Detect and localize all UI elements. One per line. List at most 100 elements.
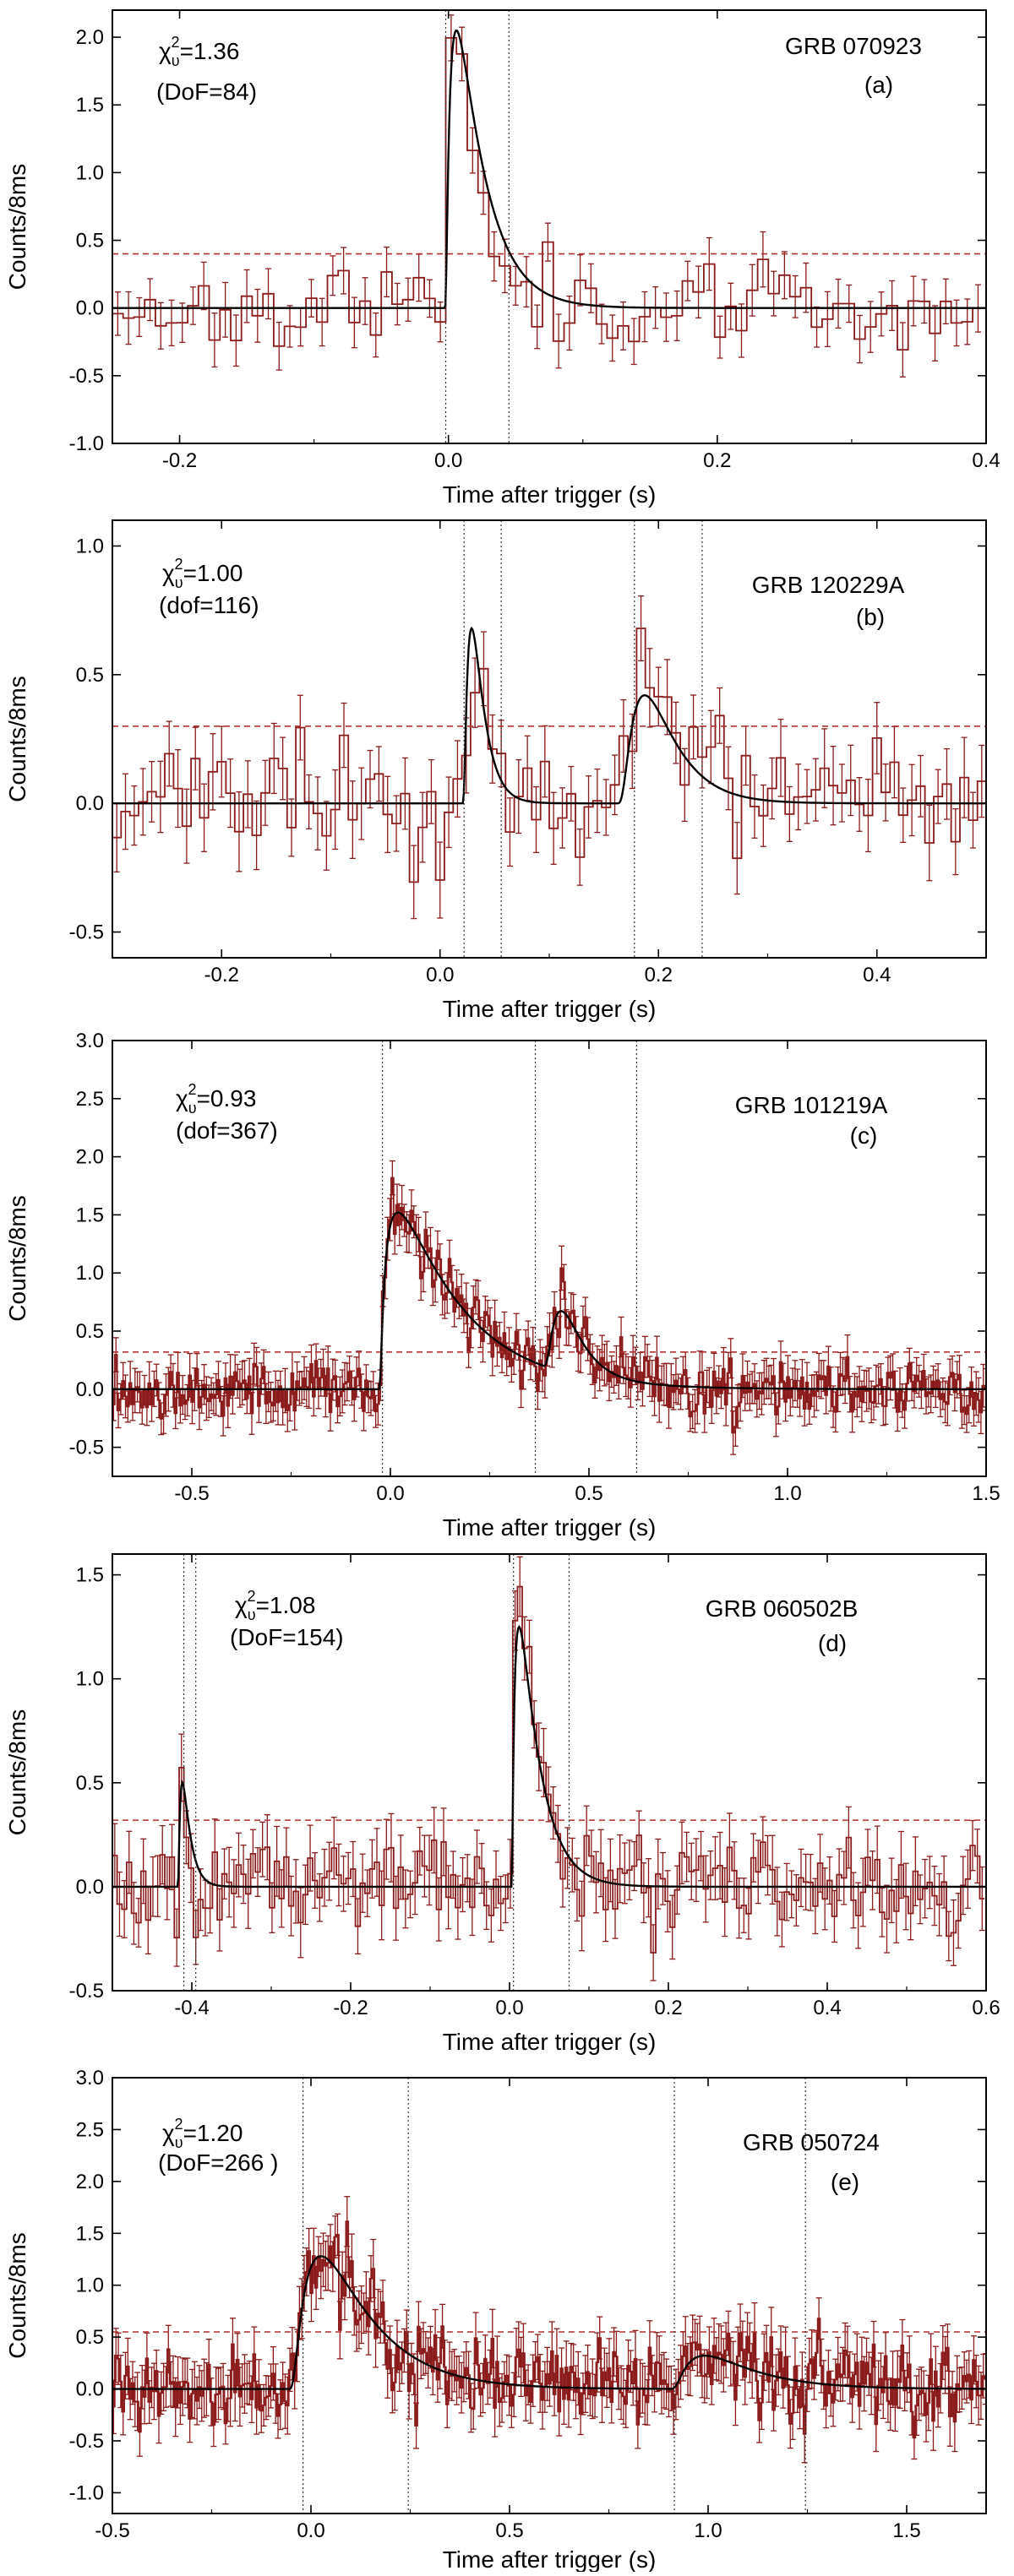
plot-frame: [112, 9, 987, 444]
panel-1: -0.2 0.0 0.2 0.4 -1.0 -0.5 0.0 0.5 1.0 1.5 2.0 Time…: [4, 9, 1000, 508]
x-tick-label: 0.5: [575, 1482, 602, 1505]
x-tick-label: -0.5: [95, 2519, 129, 2542]
error-bars: [112, 1160, 986, 1455]
chi2-annotation: χυ2=1.08: [235, 1588, 315, 1623]
y-tick-label: 3.0: [76, 2067, 104, 2090]
histogram-series: [112, 628, 986, 883]
y-tick-label: 1.0: [76, 161, 104, 184]
x-tick-label: 1.5: [892, 2519, 920, 2542]
y-tick-label: 2.5: [76, 1088, 104, 1111]
y-tick-label: -0.5: [69, 1980, 104, 2003]
panel-label: (d): [818, 1630, 847, 1656]
plot-frame: [112, 2077, 987, 2514]
fit-curve: [112, 29, 986, 309]
x-axis-label: Time after trigger (s): [443, 996, 657, 1022]
y-tick-label: 2.0: [76, 26, 104, 49]
y-tick-label: 1.5: [76, 1564, 104, 1587]
x-tick-label: 0.2: [703, 449, 731, 472]
x-axis-label: Time after trigger (s): [443, 1514, 657, 1541]
panel-label: (c): [850, 1122, 878, 1149]
y-tick-label: 1.5: [76, 2222, 104, 2245]
y-tick-label: 2.0: [76, 2171, 104, 2193]
y-tick-label: -0.5: [69, 1437, 104, 1459]
x-tick-label: 1.0: [694, 2519, 722, 2542]
x-tick-label: -0.2: [333, 1997, 368, 2019]
grb-title: GRB 120229A: [752, 572, 905, 598]
fit-curve: [112, 626, 986, 805]
histogram-series: [112, 2220, 986, 2439]
y-tick-label: 1.5: [76, 1204, 104, 1226]
histogram-series: [112, 1177, 986, 1434]
x-tick-label: 0.0: [376, 1482, 404, 1505]
x-axis-label: Time after trigger (s): [443, 481, 657, 508]
histogram-series: [112, 37, 984, 351]
x-tick-label: 1.5: [972, 1482, 1000, 1505]
chi2-annotation: χυ2=1.20: [162, 2116, 243, 2151]
y-axis-label: Counts/8ms: [4, 164, 30, 290]
plot-area: [112, 520, 986, 958]
chi2-annotation: χυ2=1.00: [162, 556, 243, 591]
y-axis-label: Counts/8ms: [4, 2232, 30, 2358]
plot-area: [112, 10, 986, 443]
y-tick-label: 0.0: [76, 1378, 104, 1401]
grb-title: GRB 060502B: [706, 1595, 859, 1622]
y-tick-label: 0.0: [76, 1876, 104, 1899]
y-tick-label: -0.5: [69, 921, 104, 944]
y-tick-label: 1.0: [76, 535, 104, 557]
plot-frame: [112, 1553, 987, 1992]
panel-label: (e): [831, 2169, 859, 2195]
y-tick-label: 0.5: [76, 230, 104, 253]
y-tick-label: 1.0: [76, 1262, 104, 1285]
y-axis-label: Counts/8ms: [4, 1709, 30, 1835]
plot-area: [112, 2078, 986, 2514]
fit-curve: [112, 1211, 986, 1390]
x-tick-label: 0.2: [645, 964, 673, 986]
error-bars: [114, 14, 981, 378]
panel-label: (a): [864, 72, 893, 98]
dof-annotation: (DoF=154): [230, 1624, 344, 1650]
x-tick-label: 0.4: [813, 1997, 841, 2019]
y-tick-label: -1.0: [69, 432, 104, 455]
x-tick-label: 0.0: [426, 964, 454, 986]
chi2-annotation: χυ2=1.36: [159, 34, 239, 69]
fit-curve: [112, 1624, 986, 1889]
x-tick-label: 0.2: [654, 1997, 682, 2019]
y-tick-label: 2.5: [76, 2118, 104, 2141]
y-tick-label: 1.5: [76, 94, 104, 117]
error-bars: [112, 2196, 986, 2464]
y-tick-label: 0.0: [76, 2378, 104, 2401]
grb-title: GRB 070923: [785, 33, 922, 59]
y-tick-label: -0.5: [69, 2430, 104, 2453]
fit-curve: [112, 2255, 986, 2390]
chi2-annotation: χυ2=0.93: [176, 1081, 256, 1117]
panel-label: (b): [856, 604, 885, 630]
histogram-series: [112, 1585, 985, 1954]
panel-5: -0.5 0.0 0.5 1.0 1.5 -1.0 -0.5 0.0 0.5 1.0 1.5 2.0 2…: [4, 2067, 987, 2573]
y-tick-label: 1.0: [76, 1668, 104, 1691]
dof-annotation: (DoF=84): [156, 79, 257, 105]
x-tick-label: -0.4: [174, 1997, 209, 2019]
x-tick-label: 0.0: [434, 449, 462, 472]
x-tick-label: -0.5: [174, 1482, 209, 1505]
grb-title: GRB 101219A: [735, 1092, 888, 1118]
y-tick-label: 0.0: [76, 297, 104, 320]
y-tick-label: 1.0: [76, 2274, 104, 2297]
dof-annotation: (dof=367): [176, 1117, 278, 1144]
plot-area: [112, 1554, 986, 1991]
plot-frame: [112, 1040, 987, 1477]
y-tick-label: 0.5: [76, 2326, 104, 2349]
x-tick-label: 0.0: [495, 1997, 523, 2019]
y-tick-label: 0.0: [76, 792, 104, 815]
y-tick-label: -1.0: [69, 2481, 104, 2504]
panel-4: -0.4 -0.2 0.0 0.2 0.4 0.6 -0.5 0.0 0.5 1.0 1.5 Time…: [4, 1553, 1000, 2055]
x-tick-label: -0.2: [162, 449, 197, 472]
grb-title: GRB 050724: [743, 2129, 880, 2155]
y-tick-label: 0.5: [76, 1772, 104, 1795]
dof-annotation: (DoF=266 ): [158, 2149, 278, 2176]
error-bars: [113, 595, 985, 920]
x-tick-label: 0.4: [972, 449, 1000, 472]
y-axis-label: Counts/8ms: [4, 676, 30, 802]
x-tick-label: 0.6: [972, 1997, 1000, 2019]
dof-annotation: (dof=116): [159, 592, 259, 618]
